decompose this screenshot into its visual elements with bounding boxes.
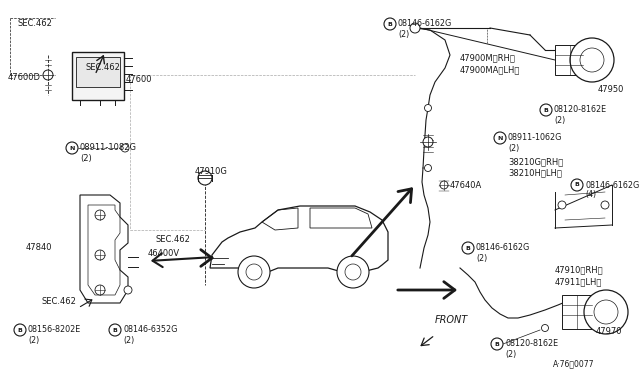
Circle shape bbox=[570, 38, 614, 82]
Text: A·76（0077: A·76（0077 bbox=[553, 359, 595, 369]
Text: (2): (2) bbox=[123, 336, 134, 344]
Text: 38210G（RH）: 38210G（RH） bbox=[508, 157, 563, 167]
Circle shape bbox=[424, 164, 431, 171]
Text: (2): (2) bbox=[508, 144, 519, 153]
Text: 08146-6162G: 08146-6162G bbox=[585, 180, 639, 189]
Text: 08120-8162E: 08120-8162E bbox=[505, 340, 558, 349]
Text: 47840: 47840 bbox=[26, 244, 52, 253]
Text: 46400V: 46400V bbox=[148, 248, 180, 257]
Circle shape bbox=[410, 23, 420, 33]
Text: SEC.462: SEC.462 bbox=[17, 19, 52, 28]
Text: FRONT: FRONT bbox=[435, 315, 468, 325]
Circle shape bbox=[424, 105, 431, 112]
Text: 47950: 47950 bbox=[598, 86, 625, 94]
FancyBboxPatch shape bbox=[555, 45, 583, 75]
Circle shape bbox=[571, 179, 583, 191]
Text: 47640A: 47640A bbox=[450, 180, 483, 189]
Circle shape bbox=[580, 48, 604, 72]
Text: 38210H（LH）: 38210H（LH） bbox=[508, 169, 562, 177]
FancyBboxPatch shape bbox=[562, 295, 592, 329]
Circle shape bbox=[14, 324, 26, 336]
Text: SEC.462: SEC.462 bbox=[42, 298, 77, 307]
Circle shape bbox=[345, 264, 361, 280]
Text: B: B bbox=[543, 108, 548, 112]
Circle shape bbox=[541, 324, 548, 331]
Circle shape bbox=[584, 290, 628, 334]
Circle shape bbox=[540, 104, 552, 116]
Text: 08120-8162E: 08120-8162E bbox=[554, 106, 607, 115]
FancyBboxPatch shape bbox=[76, 57, 120, 87]
Circle shape bbox=[124, 286, 132, 294]
Circle shape bbox=[337, 256, 369, 288]
Text: B: B bbox=[113, 327, 117, 333]
FancyBboxPatch shape bbox=[72, 52, 124, 100]
Text: 47900M（RH）: 47900M（RH） bbox=[460, 54, 516, 62]
Circle shape bbox=[109, 324, 121, 336]
Text: 47910G: 47910G bbox=[195, 167, 228, 176]
Text: (4): (4) bbox=[585, 190, 596, 199]
Text: 08146-6162G: 08146-6162G bbox=[476, 244, 531, 253]
Text: 08911-1082G: 08911-1082G bbox=[80, 144, 137, 153]
Text: (2): (2) bbox=[476, 253, 487, 263]
Circle shape bbox=[198, 171, 212, 185]
Text: B: B bbox=[575, 183, 579, 187]
Circle shape bbox=[238, 256, 270, 288]
Text: 08156-8202E: 08156-8202E bbox=[28, 326, 81, 334]
Text: 47970: 47970 bbox=[596, 327, 623, 337]
Text: (2): (2) bbox=[554, 115, 565, 125]
Circle shape bbox=[121, 144, 129, 152]
Circle shape bbox=[95, 210, 105, 220]
Circle shape bbox=[95, 285, 105, 295]
Circle shape bbox=[594, 300, 618, 324]
Circle shape bbox=[384, 18, 396, 30]
Circle shape bbox=[95, 250, 105, 260]
Text: N: N bbox=[497, 135, 502, 141]
Text: N: N bbox=[69, 145, 75, 151]
Text: 47600: 47600 bbox=[126, 76, 152, 84]
Text: 47900MA（LH）: 47900MA（LH） bbox=[460, 65, 520, 74]
Circle shape bbox=[423, 137, 433, 147]
Text: 08146-6162G: 08146-6162G bbox=[398, 19, 452, 29]
Text: (2): (2) bbox=[80, 154, 92, 163]
Text: B: B bbox=[495, 341, 499, 346]
Circle shape bbox=[462, 242, 474, 254]
Text: (2): (2) bbox=[398, 29, 409, 38]
Text: B: B bbox=[465, 246, 470, 250]
Text: 47910（RH）: 47910（RH） bbox=[555, 266, 604, 275]
Text: SEC.462: SEC.462 bbox=[85, 64, 120, 73]
Text: (2): (2) bbox=[505, 350, 516, 359]
Circle shape bbox=[558, 201, 566, 209]
Text: (2): (2) bbox=[28, 336, 39, 344]
Circle shape bbox=[246, 264, 262, 280]
Text: SEC.462: SEC.462 bbox=[155, 235, 190, 244]
Circle shape bbox=[601, 201, 609, 209]
Text: B: B bbox=[17, 327, 22, 333]
Text: 08146-6352G: 08146-6352G bbox=[123, 326, 177, 334]
Text: 08911-1062G: 08911-1062G bbox=[508, 134, 563, 142]
Circle shape bbox=[494, 132, 506, 144]
Text: 47600D: 47600D bbox=[8, 74, 41, 83]
Text: B: B bbox=[388, 22, 392, 26]
Text: 47911（LH）: 47911（LH） bbox=[555, 278, 602, 286]
Circle shape bbox=[491, 338, 503, 350]
Circle shape bbox=[43, 70, 53, 80]
Circle shape bbox=[440, 181, 448, 189]
Circle shape bbox=[66, 142, 78, 154]
